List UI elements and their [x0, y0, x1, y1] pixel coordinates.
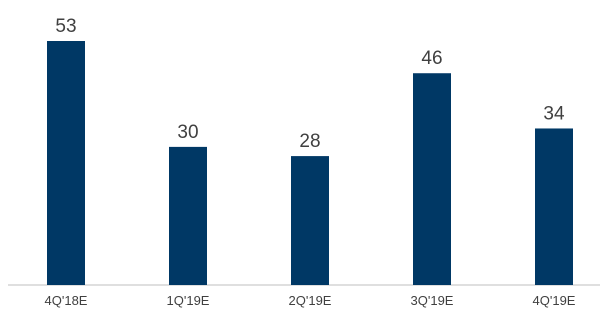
x-tick-label-3: 3Q'19E	[411, 293, 454, 308]
bar-2	[291, 156, 329, 285]
x-tick-label-4: 4Q'19E	[533, 293, 576, 308]
bar-4	[535, 128, 573, 285]
bar-value-label-2: 28	[299, 131, 320, 152]
bar-1	[169, 146, 207, 285]
x-tick-label-2: 2Q'19E	[289, 293, 332, 308]
x-tick-label-1: 1Q'19E	[167, 293, 210, 308]
bar-value-label-0: 53	[55, 16, 76, 37]
bar-group	[47, 41, 573, 286]
bar-3	[413, 73, 451, 286]
tick-label-group: 4Q'18E 1Q'19E 2Q'19E 3Q'19E 4Q'19E	[45, 293, 576, 308]
x-tick-label-0: 4Q'18E	[45, 293, 88, 308]
bar-0	[47, 41, 85, 285]
bar-value-label-4: 34	[543, 103, 565, 124]
bar-value-label-1: 30	[177, 122, 198, 143]
value-label-group: 53 30 28 46 34	[55, 16, 565, 152]
bar-value-label-3: 46	[421, 48, 442, 69]
